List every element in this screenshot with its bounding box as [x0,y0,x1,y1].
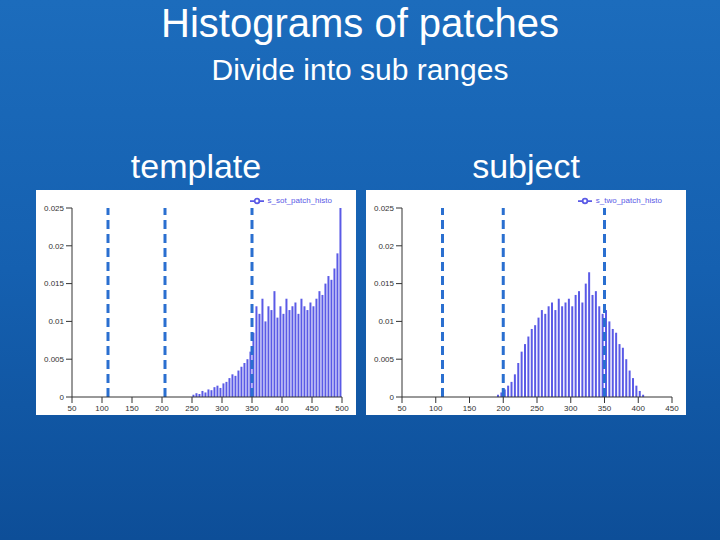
svg-text:0.015: 0.015 [44,279,65,288]
html-text:Histograms of patches: Histograms of patches [161,1,559,45]
svg-text:250: 250 [185,404,199,413]
svg-text:350: 350 [245,404,259,413]
svg-text:50: 50 [398,404,407,413]
svg-text:0.025: 0.025 [44,204,65,213]
svg-text:0.005: 0.005 [374,355,395,364]
html-text:subject: subject [472,147,580,185]
svg-text:150: 150 [125,404,139,413]
svg-text:0.015: 0.015 [374,279,395,288]
svg-text:200: 200 [497,404,511,413]
svg-text:300: 300 [215,404,229,413]
svg-text:150: 150 [463,404,477,413]
svg-text:0.025: 0.025 [374,204,395,213]
svg-text:0.02: 0.02 [378,242,394,251]
html-text:template: template [130,147,262,185]
svg-text:450: 450 [305,404,319,413]
svg-text:400: 400 [632,404,646,413]
html-text:Divide into sub ranges: Divide into sub ranges [211,53,509,86]
svg-text:0: 0 [390,393,395,402]
svg-text:50: 50 [68,404,77,413]
svg-text:200: 200 [155,404,169,413]
svg-text:0.02: 0.02 [48,242,64,251]
html-text:s_two_patch_histo: s_two_patch_histo [595,196,662,206]
svg-text:250: 250 [530,404,544,413]
svg-text:300: 300 [564,404,578,413]
html-text:s_sot_patch_histo: s_sot_patch_histo [267,196,332,206]
svg-text:0.01: 0.01 [378,317,394,326]
svg-text:350: 350 [598,404,612,413]
svg-text:0.005: 0.005 [44,355,65,364]
svg-text:400: 400 [275,404,289,413]
svg-text:0.01: 0.01 [48,317,64,326]
svg-text:100: 100 [95,404,109,413]
svg-text:450: 450 [665,404,679,413]
svg-text:0: 0 [60,393,65,402]
svg-text:500: 500 [335,404,349,413]
svg-text:100: 100 [429,404,443,413]
